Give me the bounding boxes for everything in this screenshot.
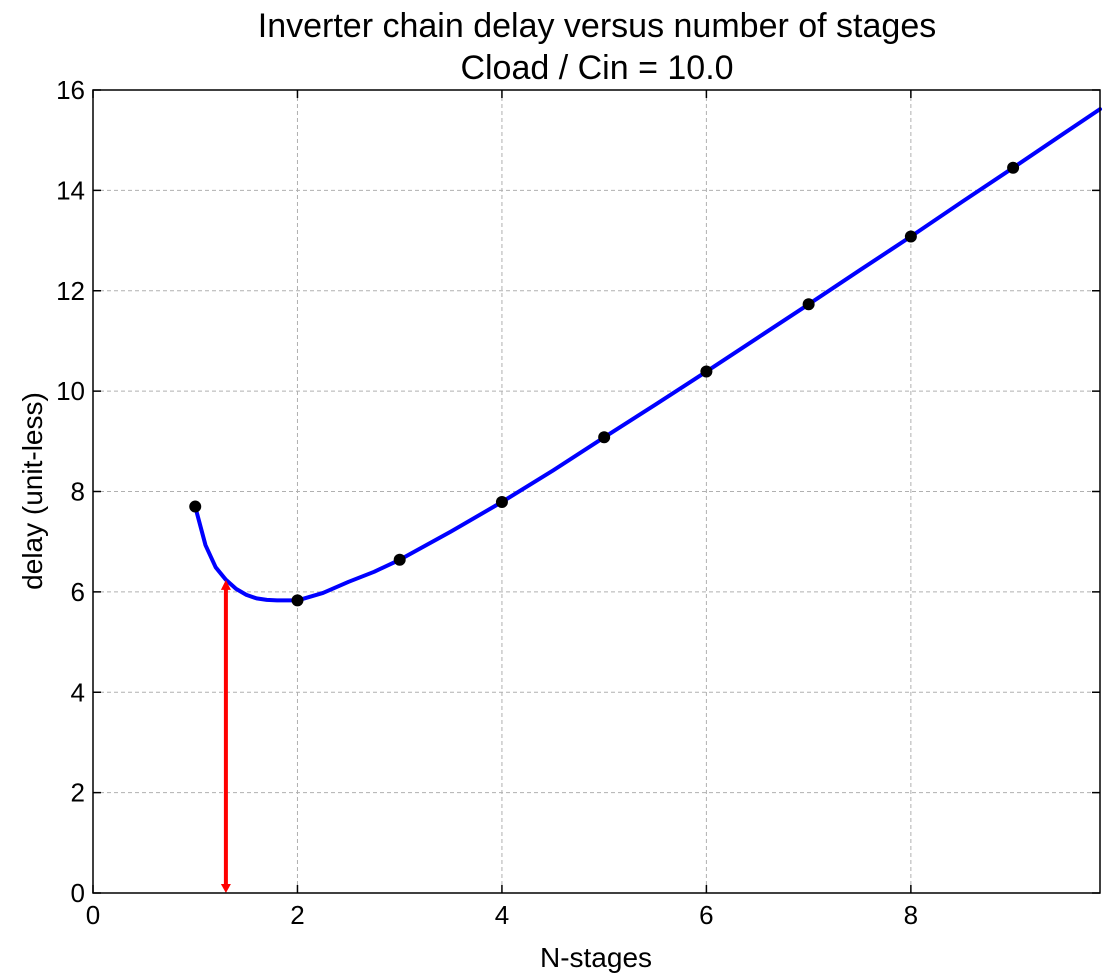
chart-title: Inverter chain delay versus number of st…: [258, 7, 936, 45]
data-point: [802, 298, 815, 311]
plot-area: [189, 107, 1102, 893]
plot-frame: [92, 89, 1101, 894]
data-point: [700, 365, 713, 378]
x-tick-label: 4: [495, 900, 509, 930]
data-point: [598, 431, 611, 444]
y-tick-label: 0: [71, 878, 85, 908]
y-axis-label: delay (unit-less): [17, 392, 48, 590]
data-point: [904, 230, 917, 243]
optimum-arrow-head-top: [220, 579, 231, 590]
x-tick-label: 2: [290, 900, 304, 930]
axis-ticks: 0 2 4 6 8 0 2 4 6 8 10 12 14 16: [56, 75, 1100, 930]
y-tick-label: 14: [56, 175, 85, 205]
x-axis-label: N-stages: [540, 942, 652, 973]
y-tick-label: 16: [56, 75, 85, 105]
delay-curve: [193, 107, 1102, 603]
chart-subtitle: Cload / Cin = 10.0: [460, 49, 733, 87]
x-tick-label: 8: [904, 900, 918, 930]
y-tick-label: 10: [56, 376, 85, 406]
data-point: [1007, 161, 1020, 174]
grid: [93, 90, 1100, 893]
y-tick-label: 2: [71, 778, 85, 808]
data-point: [189, 500, 202, 513]
y-tick-label: 6: [71, 577, 85, 607]
data-point: [393, 553, 406, 566]
data-point: [495, 496, 508, 509]
x-tick-label: 6: [699, 900, 713, 930]
x-tick-label: 0: [86, 900, 100, 930]
y-tick-label: 12: [56, 276, 85, 306]
y-tick-label: 4: [71, 677, 85, 707]
y-tick-label: 8: [71, 477, 85, 507]
data-point: [291, 594, 304, 607]
optimum-arrow-head-bottom: [220, 884, 231, 893]
